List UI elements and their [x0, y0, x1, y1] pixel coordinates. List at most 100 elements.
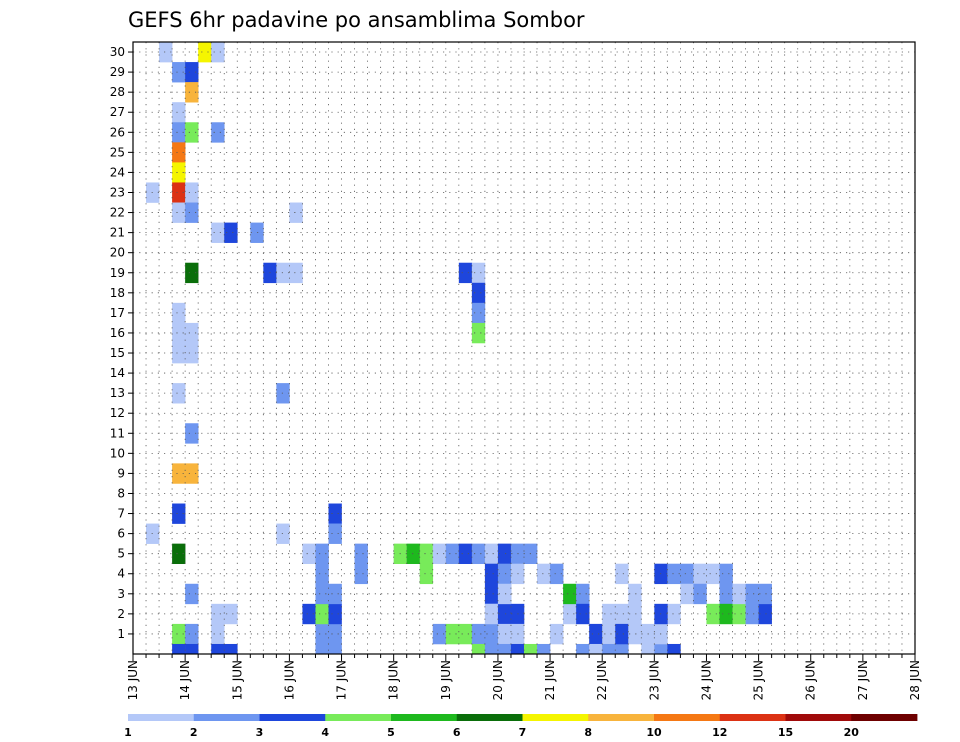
precip-cell	[615, 623, 629, 645]
precip-cell	[328, 523, 342, 544]
precip-cell	[172, 643, 186, 655]
y-tick-label: 20	[110, 246, 125, 260]
precip-cell	[458, 262, 473, 284]
y-tick-label: 14	[110, 366, 125, 380]
x-tick-label: 15 JUN	[230, 660, 244, 700]
precip-cell	[471, 543, 486, 565]
colorbar-label: 1	[124, 726, 132, 739]
precip-cell	[172, 383, 186, 404]
y-tick-label: 24	[110, 165, 125, 179]
x-tick-label: 23 JUN	[647, 660, 661, 700]
precip-cell	[484, 623, 499, 645]
x-tick-label: 27 JUN	[856, 660, 870, 700]
x-tick-label: 24 JUN	[699, 660, 713, 700]
precip-cell	[185, 423, 199, 444]
precip-cell	[354, 543, 368, 565]
y-tick-label: 15	[110, 346, 125, 360]
precip-cell	[563, 603, 577, 625]
precip-cell	[328, 603, 342, 625]
precip-cell	[576, 603, 590, 625]
colorbar-label: 10	[646, 726, 662, 739]
precip-cell	[615, 603, 629, 625]
colorbar-swatch	[654, 714, 721, 721]
precip-cell	[224, 603, 238, 625]
x-tick-label: 18 JUN	[387, 660, 401, 700]
precip-cell	[719, 563, 733, 585]
precip-cell	[172, 503, 186, 524]
precip-cell	[719, 583, 733, 605]
precip-cell	[563, 583, 577, 605]
precip-cell	[484, 643, 499, 655]
y-axis: 1234567891011121314151617181920212223242…	[110, 45, 133, 641]
precip-cell	[497, 543, 512, 565]
precip-cell	[172, 62, 186, 83]
precip-cell	[445, 543, 460, 565]
precip-cell	[589, 623, 603, 645]
y-tick-label: 30	[110, 45, 125, 59]
precip-cell	[185, 182, 199, 203]
precip-cell	[602, 603, 616, 625]
y-tick-label: 27	[110, 105, 125, 119]
y-tick-label: 3	[117, 587, 125, 601]
precip-cell	[484, 583, 499, 605]
colorbar-label: 15	[778, 726, 793, 739]
y-tick-label: 16	[110, 326, 125, 340]
precip-cell	[185, 643, 199, 655]
precip-cell	[289, 202, 303, 223]
precip-cell	[654, 643, 668, 655]
y-tick-label: 1	[117, 627, 125, 641]
precip-cell	[315, 563, 329, 585]
precip-cell	[471, 643, 486, 655]
precip-cell	[211, 222, 225, 243]
precip-cell	[185, 583, 199, 605]
precip-cell	[471, 623, 486, 645]
precip-cell	[406, 543, 421, 565]
y-tick-label: 7	[117, 507, 125, 521]
precip-cell	[185, 342, 199, 364]
precip-cell	[172, 342, 186, 364]
y-tick-label: 21	[110, 226, 125, 240]
precip-cell	[250, 222, 264, 243]
precip-cell	[497, 603, 512, 625]
precip-cell	[510, 643, 525, 655]
precip-cell	[185, 122, 199, 143]
precip-cell	[328, 503, 342, 524]
precip-cell	[576, 643, 590, 655]
precip-cell	[758, 583, 772, 605]
precip-cell	[211, 42, 225, 63]
y-tick-label: 12	[110, 406, 125, 420]
colorbar-label: 12	[712, 726, 727, 739]
precip-cell	[185, 202, 199, 223]
precip-cell	[589, 643, 603, 655]
precip-cell	[211, 623, 225, 645]
precip-cell	[159, 42, 173, 63]
precip-cell	[328, 623, 342, 645]
precip-cell	[172, 623, 186, 645]
y-tick-label: 6	[117, 527, 125, 541]
precip-cell	[224, 643, 238, 655]
precip-cell	[315, 583, 329, 605]
precip-cell	[419, 543, 434, 565]
precip-cell	[497, 623, 512, 645]
precip-cell	[497, 643, 512, 655]
precip-cell	[185, 82, 199, 103]
y-tick-label: 5	[117, 547, 125, 561]
precip-cell	[185, 62, 199, 83]
precip-cell	[524, 643, 538, 655]
precip-cell	[289, 262, 303, 284]
y-tick-label: 26	[110, 125, 125, 139]
gridlines	[133, 42, 915, 654]
precip-cell	[550, 623, 564, 645]
precip-cell	[680, 583, 694, 605]
precip-cell	[172, 302, 186, 324]
precip-cell	[276, 523, 290, 544]
precip-cell	[172, 463, 186, 484]
y-tick-label: 18	[110, 286, 125, 300]
y-tick-label: 9	[117, 466, 125, 480]
colorbar-legend: 1 2 3 4 5 6 7 8 10 12 15 20	[124, 714, 918, 739]
precip-cell	[628, 603, 642, 625]
x-tick-label: 25 JUN	[752, 660, 766, 700]
precip-cell	[211, 122, 225, 143]
precip-cell	[432, 543, 447, 565]
